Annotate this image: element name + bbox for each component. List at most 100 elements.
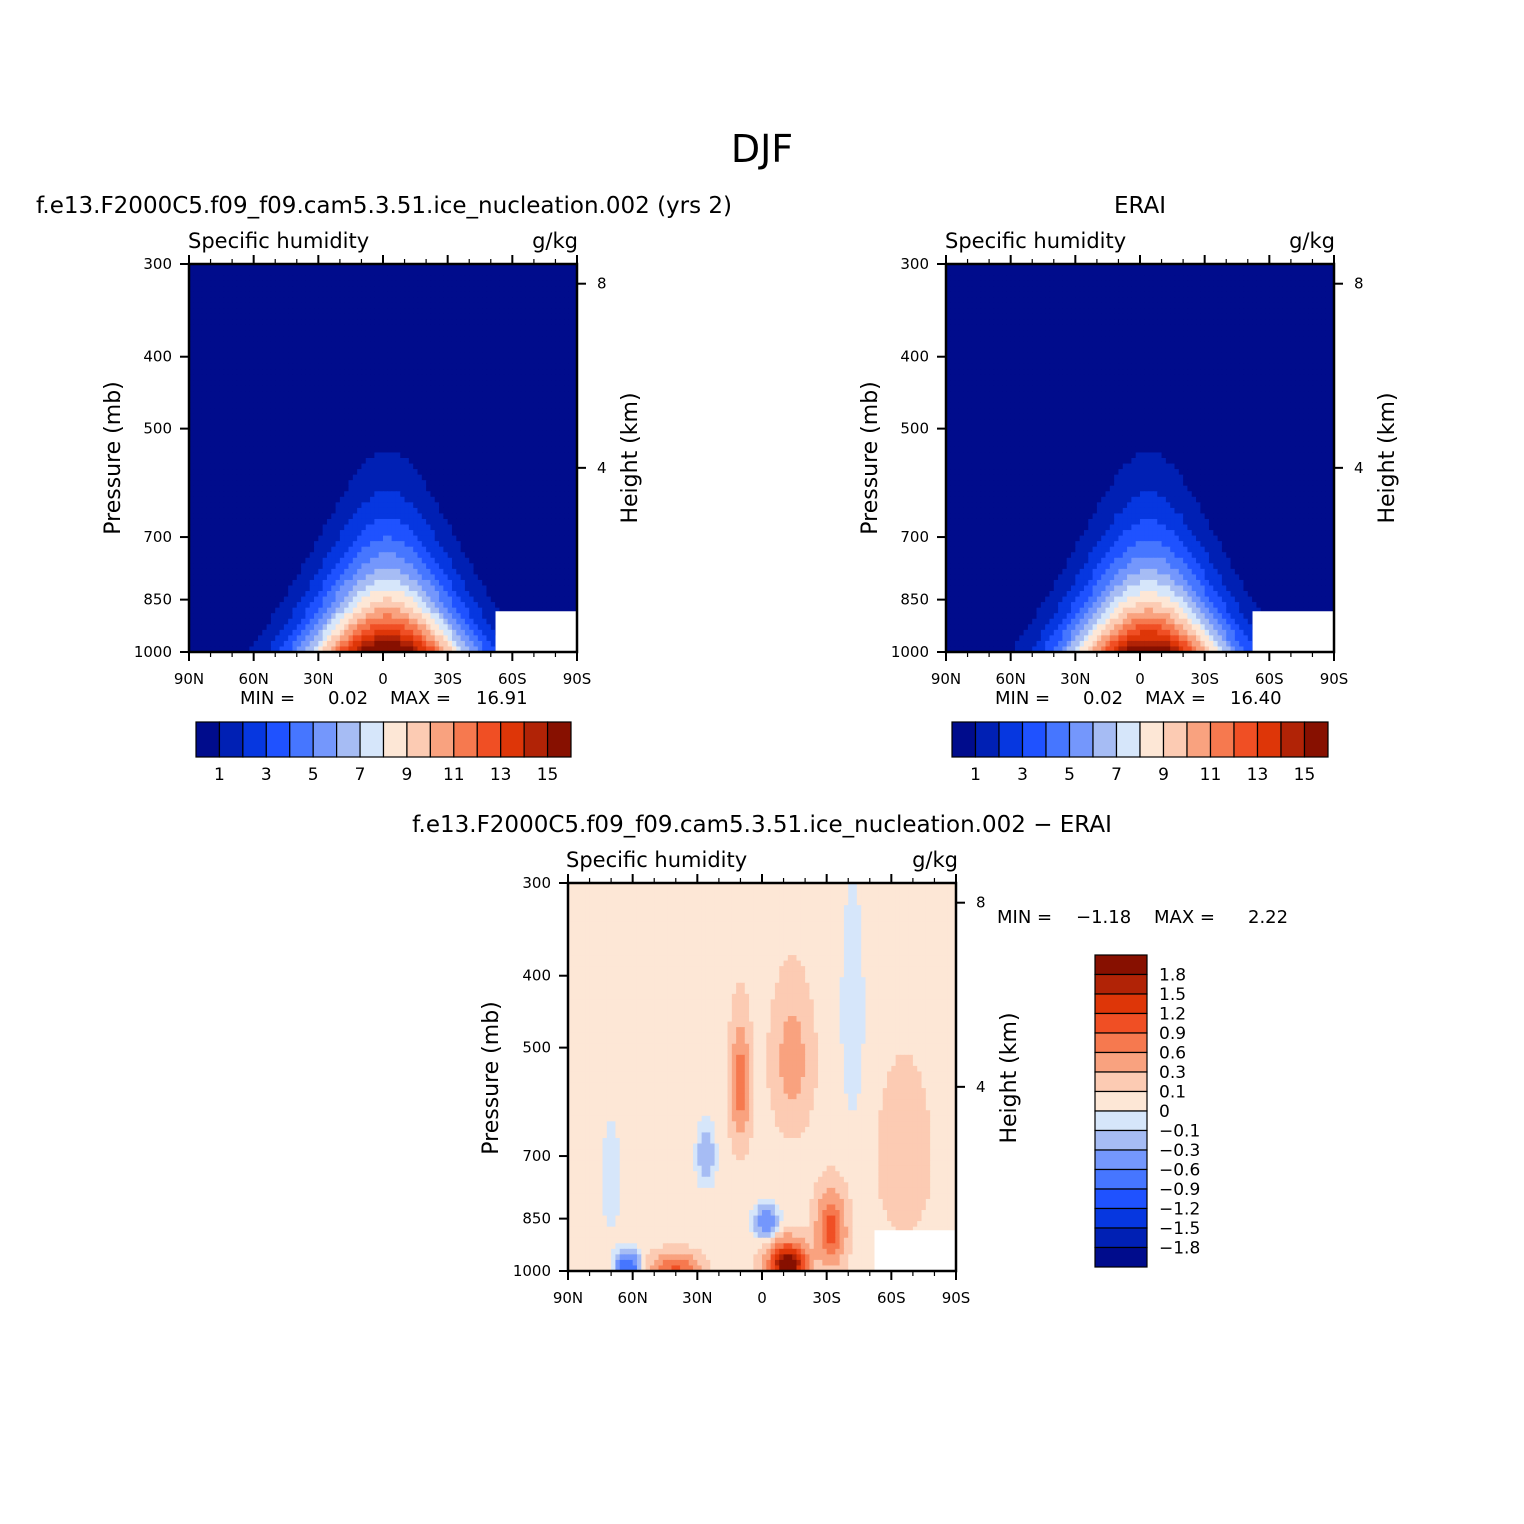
model-field-cell <box>352 524 358 531</box>
model-field-cell <box>227 552 233 559</box>
model-field-cell <box>253 358 259 365</box>
model-field-cell <box>219 385 225 393</box>
model-field-cell <box>283 341 289 348</box>
model-field-cell <box>201 402 207 409</box>
model-field-cell <box>335 469 341 476</box>
model-field-cell <box>279 441 285 448</box>
model-field-cell <box>335 280 341 287</box>
model-field-cell <box>232 297 238 304</box>
model-field-cell <box>439 413 444 420</box>
model-field-cell <box>219 363 225 370</box>
model-field-cell <box>344 286 350 293</box>
model-field-cell <box>512 341 518 348</box>
model-field-cell <box>288 302 294 309</box>
model-field-cell <box>546 446 552 454</box>
model-field-cell <box>525 402 531 409</box>
model-field-cell <box>214 469 220 476</box>
model-field-cell <box>352 408 358 415</box>
model-field-cell <box>322 291 328 298</box>
model-field-cell <box>383 374 388 381</box>
model-field-cell <box>352 291 358 298</box>
model-field-cell <box>352 513 358 520</box>
model-field-cell <box>361 441 367 448</box>
model-field-cell <box>533 275 539 282</box>
model-field-cell <box>197 352 203 359</box>
model-field-cell <box>413 535 419 542</box>
model-field-cell <box>357 430 363 437</box>
model-field-cell <box>197 530 203 537</box>
model-field-cell <box>223 530 229 537</box>
model-field-cell <box>555 463 561 470</box>
model-field-cell <box>568 530 574 537</box>
model-field-cell <box>314 557 319 564</box>
model-field-cell <box>533 358 539 365</box>
model-field-cell <box>426 563 432 570</box>
model-field-cell <box>236 441 242 448</box>
model-field-cell <box>426 552 432 559</box>
model-field-cell <box>508 286 513 293</box>
model-field-cell <box>516 546 522 553</box>
model-field-cell <box>413 391 419 398</box>
model-field-cell <box>508 524 513 531</box>
model-field-cell <box>508 413 513 420</box>
model-field-cell <box>253 352 259 359</box>
model-field-cell <box>240 280 246 287</box>
model-field-cell <box>322 308 328 315</box>
model-field-cell <box>555 280 561 287</box>
model-field-cell <box>266 530 272 537</box>
model-field-cell <box>533 347 539 354</box>
model-field-cell <box>292 374 298 381</box>
model-field-cell <box>520 546 526 553</box>
model-field-cell <box>193 391 199 398</box>
model-field-cell <box>301 546 306 553</box>
model-field-cell <box>288 347 294 354</box>
model-field-cell <box>283 513 289 520</box>
model-field-cell <box>473 452 479 459</box>
model-field-cell <box>559 518 565 526</box>
model-field-cell <box>197 297 203 304</box>
model-field-cell <box>568 563 574 570</box>
model-field-cell <box>469 485 475 492</box>
model-field-cell <box>490 513 496 520</box>
model-field-cell <box>214 524 220 531</box>
model-field-cell <box>486 264 492 271</box>
model-field-cell <box>288 474 294 481</box>
model-field-cell <box>404 374 410 381</box>
model-field-cell <box>508 363 513 370</box>
model-field-cell <box>270 336 276 343</box>
model-field-cell <box>318 546 324 553</box>
model-field-cell <box>357 358 363 365</box>
model-field-cell <box>417 352 423 359</box>
model-field-cell <box>206 496 212 503</box>
model-field-cell <box>508 469 513 476</box>
model-field-cell <box>426 313 432 321</box>
model-field-cell <box>348 496 354 503</box>
model-field-cell <box>469 469 475 476</box>
model-field-cell <box>430 319 436 326</box>
model-field-cell <box>572 269 578 276</box>
model-field-cell <box>417 291 423 298</box>
model-field-cell <box>413 397 419 404</box>
model-field-cell <box>301 374 306 381</box>
model-field-cell <box>439 369 444 376</box>
model-field-cell <box>210 568 216 575</box>
model-field-cell <box>460 319 466 326</box>
model-field-cell <box>490 474 496 481</box>
model-field-cell <box>257 358 263 365</box>
model-field-cell <box>430 435 436 442</box>
model-field-cell <box>253 402 259 409</box>
model-field-cell <box>516 363 522 370</box>
model-field-cell <box>564 446 569 454</box>
model-field-cell <box>460 446 466 454</box>
model-field-cell <box>512 347 518 354</box>
model-field-cell <box>296 441 302 448</box>
model-field-cell <box>357 280 363 287</box>
model-field-cell <box>253 275 259 282</box>
model-field-cell <box>361 546 367 553</box>
model-field-cell <box>542 452 548 459</box>
model-field-cell <box>262 463 268 470</box>
model-field-cell <box>408 557 414 564</box>
model-field-cell <box>296 391 302 398</box>
model-field-cell <box>546 424 552 431</box>
model-field-cell <box>421 474 427 481</box>
